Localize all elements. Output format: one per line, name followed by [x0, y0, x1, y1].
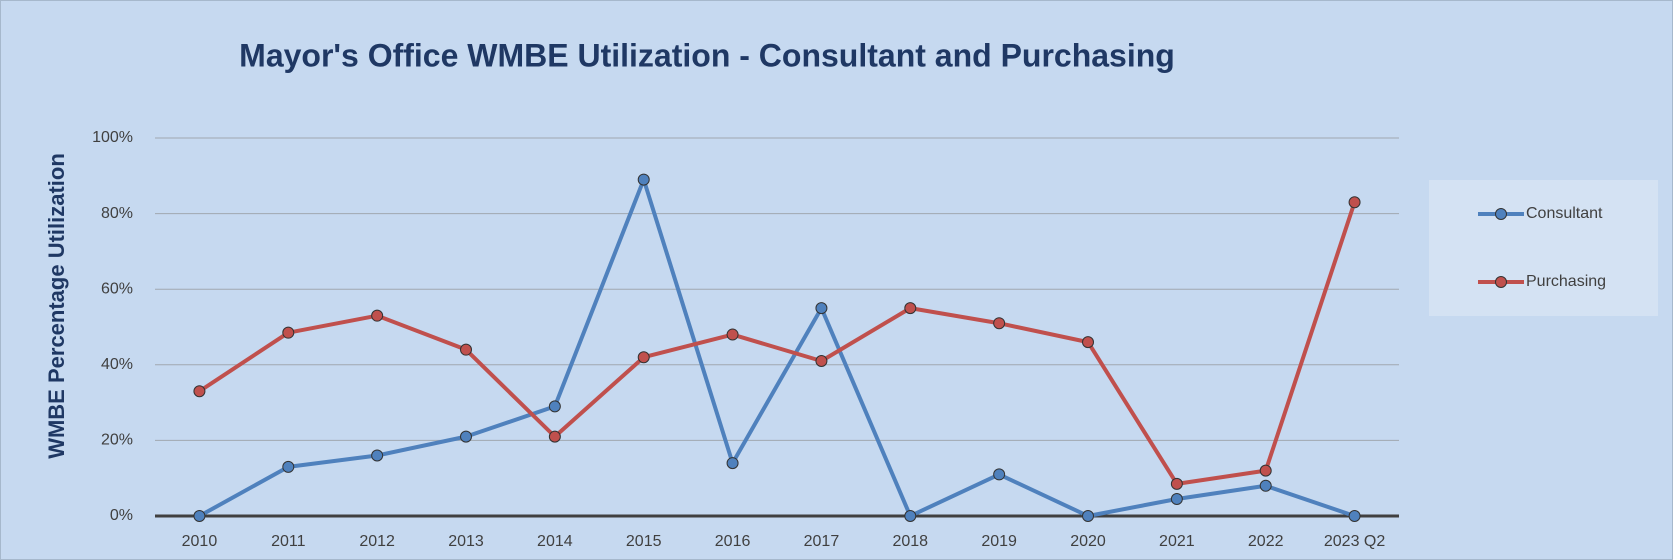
- data-point: [282, 326, 295, 339]
- data-point: [815, 302, 828, 315]
- y-tick-label: 40%: [101, 356, 133, 373]
- data-point: [548, 400, 561, 413]
- x-tick-label: 2013: [448, 533, 484, 550]
- data-point: [993, 468, 1006, 481]
- legend-marker: [1495, 276, 1507, 288]
- chart-title: Mayor's Office WMBE Utilization - Consul…: [239, 37, 1175, 73]
- data-point: [548, 430, 561, 443]
- data-point: [193, 510, 206, 522]
- y-tick-label: 80%: [101, 205, 133, 222]
- data-point: [637, 351, 650, 364]
- data-point: [1082, 336, 1094, 349]
- y-axis-label: WMBE Percentage Utilization: [44, 153, 69, 459]
- data-point: [726, 328, 739, 341]
- data-point: [1082, 510, 1094, 522]
- x-tick-label: 2017: [804, 533, 840, 550]
- x-tick-label: 2014: [537, 533, 573, 550]
- y-tick-label: 60%: [101, 280, 133, 297]
- data-point: [815, 355, 828, 368]
- data-point: [1259, 479, 1272, 492]
- x-tick-label: 2021: [1159, 533, 1195, 550]
- data-point: [726, 457, 739, 470]
- x-tick-label: 2012: [359, 533, 395, 550]
- data-point: [1259, 464, 1272, 477]
- x-tick-label: 2018: [892, 533, 928, 550]
- x-tick-label: 2016: [715, 533, 751, 550]
- legend: [1429, 180, 1658, 316]
- legend-label: Purchasing: [1526, 273, 1606, 290]
- data-point: [460, 430, 472, 443]
- y-tick-label: 0%: [110, 507, 133, 524]
- data-point: [193, 385, 206, 398]
- legend-label: Consultant: [1526, 205, 1603, 222]
- data-point: [460, 343, 472, 356]
- y-tick-label: 100%: [92, 129, 133, 146]
- data-point: [993, 317, 1006, 330]
- x-tick-label: 2023 Q2: [1324, 533, 1385, 550]
- data-point: [904, 302, 917, 315]
- data-point: [1348, 196, 1361, 209]
- y-tick-label: 20%: [101, 432, 133, 449]
- data-point: [1170, 492, 1183, 505]
- series-line: [198, 201, 1357, 486]
- data-point: [282, 460, 295, 473]
- data-point: [371, 449, 384, 462]
- legend-marker: [1495, 208, 1507, 220]
- x-tick-label: 2011: [271, 533, 306, 550]
- data-point: [1170, 477, 1183, 490]
- data-point: [371, 309, 384, 322]
- x-tick-label: 2022: [1248, 533, 1284, 550]
- data-point: [904, 510, 917, 522]
- x-tick-label: 2020: [1070, 533, 1106, 550]
- x-tick-label: 2015: [626, 533, 662, 550]
- data-point: [637, 173, 650, 186]
- x-tick-label: 2019: [981, 533, 1017, 550]
- data-point: [1348, 510, 1361, 522]
- x-tick-label: 2010: [182, 533, 218, 550]
- series-line: [198, 177, 1356, 518]
